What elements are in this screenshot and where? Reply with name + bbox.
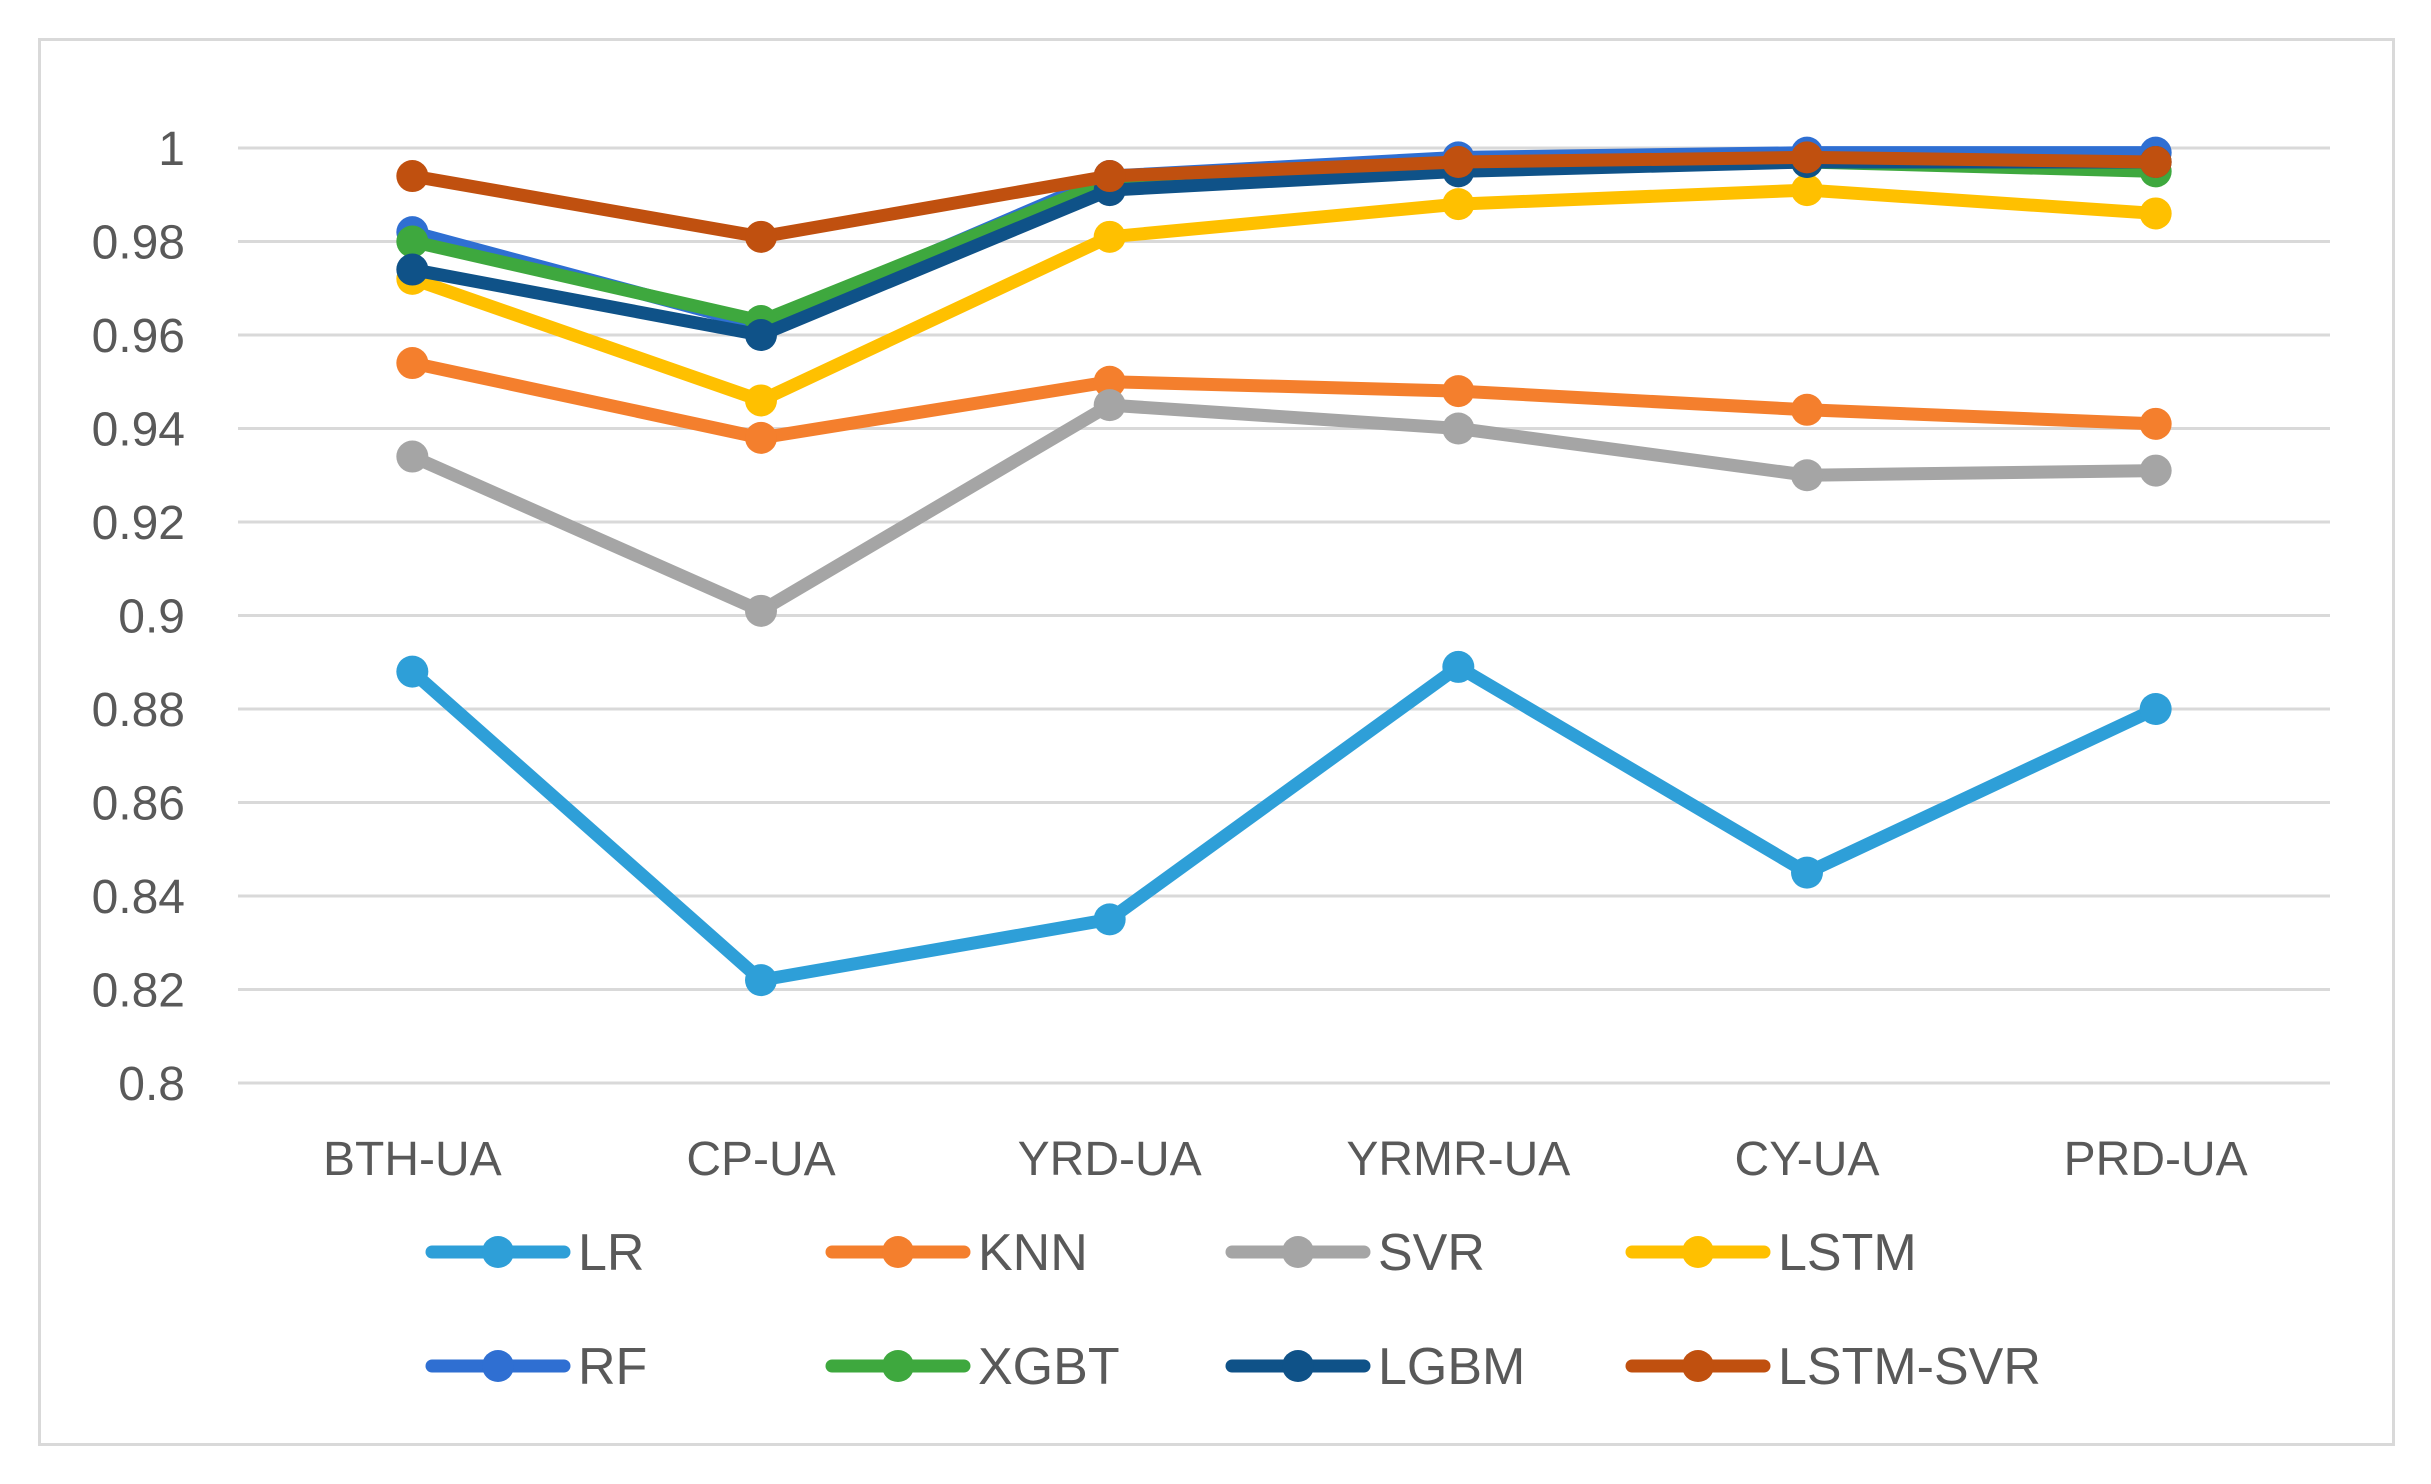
series-knn [396, 347, 2172, 454]
data-point [2139, 407, 2172, 440]
y-tick-label: 0.9 [118, 591, 185, 644]
series-line [405, 155, 2163, 342]
data-point [1791, 393, 1823, 426]
legend-item-rf: RF [425, 1338, 647, 1396]
data-point [396, 347, 429, 380]
x-tick-label: YRMR-UA [1346, 1133, 1570, 1186]
data-point [745, 964, 777, 997]
legend-label: XGBT [978, 1338, 1120, 1396]
legend-marker [1682, 1236, 1714, 1268]
legend-marker [482, 1350, 514, 1382]
data-point [1791, 459, 1823, 492]
legend-marker [1282, 1236, 1314, 1268]
legend-label: LGBM [1378, 1338, 1525, 1396]
y-tick-label: 0.8 [118, 1058, 185, 1111]
legend-label: KNN [978, 1224, 1088, 1282]
series-lstm [396, 174, 2172, 417]
legend-marker [1682, 1350, 1714, 1382]
series-lgbm [396, 146, 2172, 351]
data-point [745, 384, 777, 417]
legend-label: LR [578, 1224, 644, 1282]
data-point [1093, 220, 1126, 253]
legend-label: LSTM [1778, 1224, 1917, 1282]
data-point [1093, 903, 1126, 936]
series-lines [396, 136, 2172, 997]
legend-item-knn: KNN [825, 1224, 1088, 1282]
series-svr [396, 389, 2172, 627]
y-tick-label: 0.92 [92, 497, 185, 550]
data-point [1442, 146, 1475, 179]
data-point [1442, 650, 1475, 683]
legend-item-lstm-svr: LSTM-SVR [1625, 1338, 2041, 1396]
legend-marker [482, 1236, 514, 1268]
legend-item-lgbm: LGBM [1225, 1338, 1525, 1396]
data-point [396, 225, 429, 258]
x-axis-tick-labels: BTH-UA CP-UA YRD-UA YRMR-UA CY-UA PRD-UA [323, 1133, 2248, 1186]
y-tick-label: 0.88 [92, 684, 185, 737]
legend-item-lstm: LSTM [1625, 1224, 1917, 1282]
legend-item-xgbt: XGBT [825, 1338, 1120, 1396]
legend-marker [882, 1236, 914, 1268]
legend-marker [882, 1350, 914, 1382]
data-point [1442, 188, 1475, 221]
data-point [396, 440, 429, 473]
legend: LR KNN SVR LSTM RF XGBT LGBM LSTM-SVR [425, 1224, 2041, 1396]
series-lr [396, 650, 2172, 997]
x-tick-label: BTH-UA [323, 1133, 502, 1186]
legend-label: SVR [1378, 1224, 1485, 1282]
data-point [2139, 454, 2172, 487]
data-point [1791, 856, 1823, 889]
legend-item-svr: SVR [1225, 1224, 1485, 1282]
y-axis-tick-labels: 0.8 0.82 0.84 0.86 0.88 0.9 0.92 0.94 0.96 0.98 1 [92, 123, 185, 1111]
legend-label: LSTM-SVR [1778, 1338, 2041, 1396]
data-point [1093, 160, 1126, 193]
x-tick-label: YRD-UA [1018, 1133, 1202, 1186]
data-point [396, 160, 429, 193]
data-point [2139, 197, 2172, 230]
series-lstm-svr [396, 141, 2172, 253]
data-point [396, 253, 429, 286]
data-point [2139, 146, 2172, 179]
x-tick-label: CP-UA [686, 1133, 835, 1186]
data-point [1791, 141, 1823, 174]
data-point [745, 421, 777, 454]
y-tick-label: 0.86 [92, 778, 185, 831]
legend-label: RF [578, 1338, 647, 1396]
data-point [1093, 365, 1126, 398]
data-point [2139, 693, 2172, 725]
y-tick-label: 0.98 [92, 217, 185, 270]
y-tick-label: 0.94 [92, 404, 185, 457]
data-point [396, 655, 429, 688]
data-point [1442, 412, 1475, 445]
series-line [405, 150, 2163, 244]
y-tick-label: 0.84 [92, 871, 185, 924]
series-line [405, 356, 2163, 445]
data-point [745, 319, 777, 351]
series-line [405, 660, 2163, 987]
y-tick-label: 0.96 [92, 310, 185, 363]
legend-marker [1282, 1350, 1314, 1382]
data-point [1791, 174, 1823, 207]
data-point [1093, 389, 1126, 422]
x-tick-label: PRD-UA [2064, 1133, 2248, 1186]
series-line [405, 398, 2163, 618]
data-point [1442, 375, 1475, 408]
y-tick-label: 1 [158, 123, 185, 176]
gridlines [238, 146, 2330, 1085]
series-line [405, 183, 2163, 407]
y-tick-label: 0.82 [92, 965, 185, 1018]
legend-item-lr: LR [425, 1224, 644, 1282]
data-point [745, 220, 777, 253]
data-point [745, 594, 777, 627]
x-tick-label: CY-UA [1735, 1133, 1880, 1186]
